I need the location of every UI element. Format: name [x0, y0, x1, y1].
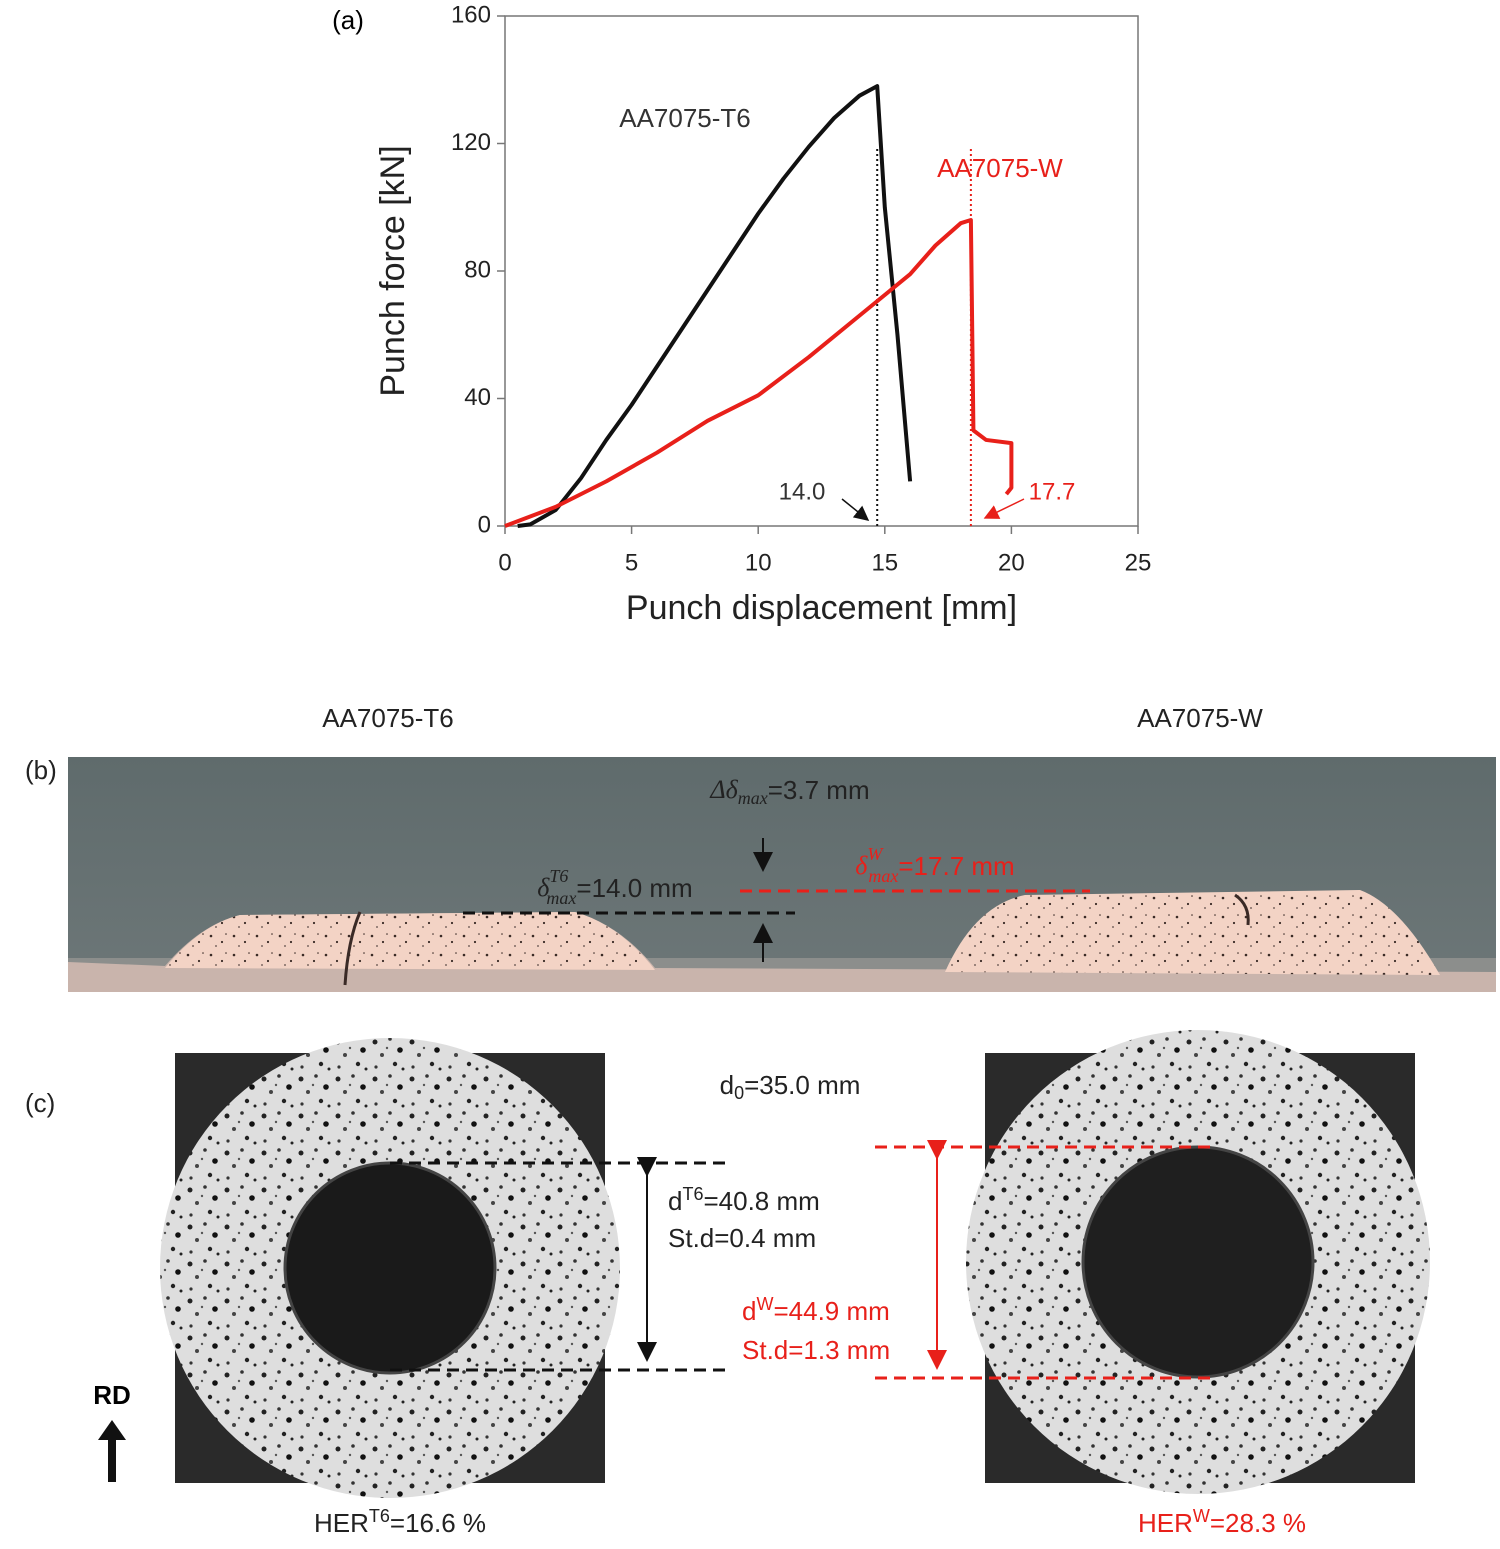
base: d [668, 1186, 682, 1216]
rd-arrow-head [98, 1420, 126, 1440]
sub: 0 [734, 1083, 744, 1103]
y-axis-label: Punch force [kN] [374, 145, 412, 396]
text: =40.8 mm [703, 1186, 819, 1216]
sup: T6 [369, 1506, 390, 1526]
text: =35.0 mm [744, 1070, 860, 1100]
symbol: Δδ [709, 775, 738, 804]
annotation: 14.0 [779, 478, 826, 505]
base: d [742, 1296, 756, 1326]
panel-label: (a) [332, 5, 364, 35]
base: HER [314, 1508, 369, 1538]
x-tick-label: 10 [745, 549, 772, 576]
chart-a: (a) 0 40 80 120 160 0 5 10 15 20 25 Punch displaceme… [332, 1, 1151, 627]
y-tick-label: 160 [451, 1, 491, 28]
panel-c: (c) RD d0=35.0 mm dT6=40.8 mm St.d=0.4 m… [25, 1030, 1430, 1538]
dome-t6 [165, 912, 655, 970]
text: =17.7 mm [898, 851, 1014, 881]
panel-label: (b) [25, 755, 57, 785]
d0-label: d0=35.0 mm [720, 1070, 861, 1103]
x-axis-label: Punch displacement [mm] [626, 589, 1017, 627]
sub: max [868, 866, 898, 886]
dt6-label: dT6=40.8 mm [668, 1184, 820, 1216]
text: =14.0 mm [576, 873, 692, 903]
text: =16.6 % [390, 1508, 486, 1538]
x-tick-label: 15 [871, 549, 898, 576]
delta-label: Δδmax=3.7 mm [709, 775, 869, 808]
photo-title: AA7075-T6 [322, 703, 454, 733]
sup: T6 [549, 866, 568, 886]
crack [343, 911, 362, 986]
base: HER [1138, 1508, 1193, 1538]
hole [1081, 1145, 1315, 1379]
std-label: St.d=1.3 mm [742, 1335, 890, 1365]
annotation-arrow [841, 498, 870, 521]
rd-label: RD [93, 1380, 131, 1410]
x-tick-label: 25 [1125, 549, 1152, 576]
sup: W [756, 1294, 773, 1314]
photo-title: AA7075-W [1137, 703, 1263, 733]
sub: max [546, 888, 576, 908]
x-tick-label: 0 [498, 549, 511, 576]
her-label: HERT6=16.6 % [314, 1506, 486, 1538]
sup: W [867, 844, 884, 864]
dome-w [945, 890, 1440, 975]
annotation-arrow [983, 498, 1025, 519]
dw-label: dW=44.9 mm [742, 1294, 890, 1326]
base: d [720, 1070, 734, 1100]
text: =28.3 % [1210, 1508, 1306, 1538]
x-tick-label: 5 [625, 549, 638, 576]
sub: max [738, 788, 768, 808]
hole [283, 1161, 497, 1375]
sup: W [1193, 1506, 1210, 1526]
t6-label: δT6 max=14.0 mm [537, 866, 692, 908]
y-tick-label: 120 [451, 129, 491, 156]
panel-b: (b) AA7075-T6 AA7075-W Δδmax=3.7 mm δT6 m… [25, 703, 1496, 992]
y-tick-label: 80 [464, 256, 491, 283]
x-tick-label: 20 [998, 549, 1025, 576]
series-label: AA7075-T6 [619, 103, 751, 133]
w-label: δW max=17.7 mm [855, 844, 1014, 886]
series-line [504, 218, 1014, 528]
y-tick-label: 0 [478, 511, 491, 538]
y-tick-label: 40 [464, 384, 491, 411]
symbol: δ [855, 851, 868, 880]
text: =44.9 mm [773, 1296, 889, 1326]
panel-label: (c) [25, 1088, 55, 1118]
series-line [517, 84, 913, 528]
series-label: AA7075-W [937, 153, 1063, 183]
her-label: HERW=28.3 % [1138, 1506, 1306, 1538]
annotation: 17.7 [1029, 478, 1076, 505]
std-label: St.d=0.4 mm [668, 1223, 816, 1253]
sup: T6 [682, 1184, 703, 1204]
crack [1234, 893, 1250, 926]
text: =3.7 mm [768, 775, 870, 805]
symbol: δ [537, 873, 550, 902]
